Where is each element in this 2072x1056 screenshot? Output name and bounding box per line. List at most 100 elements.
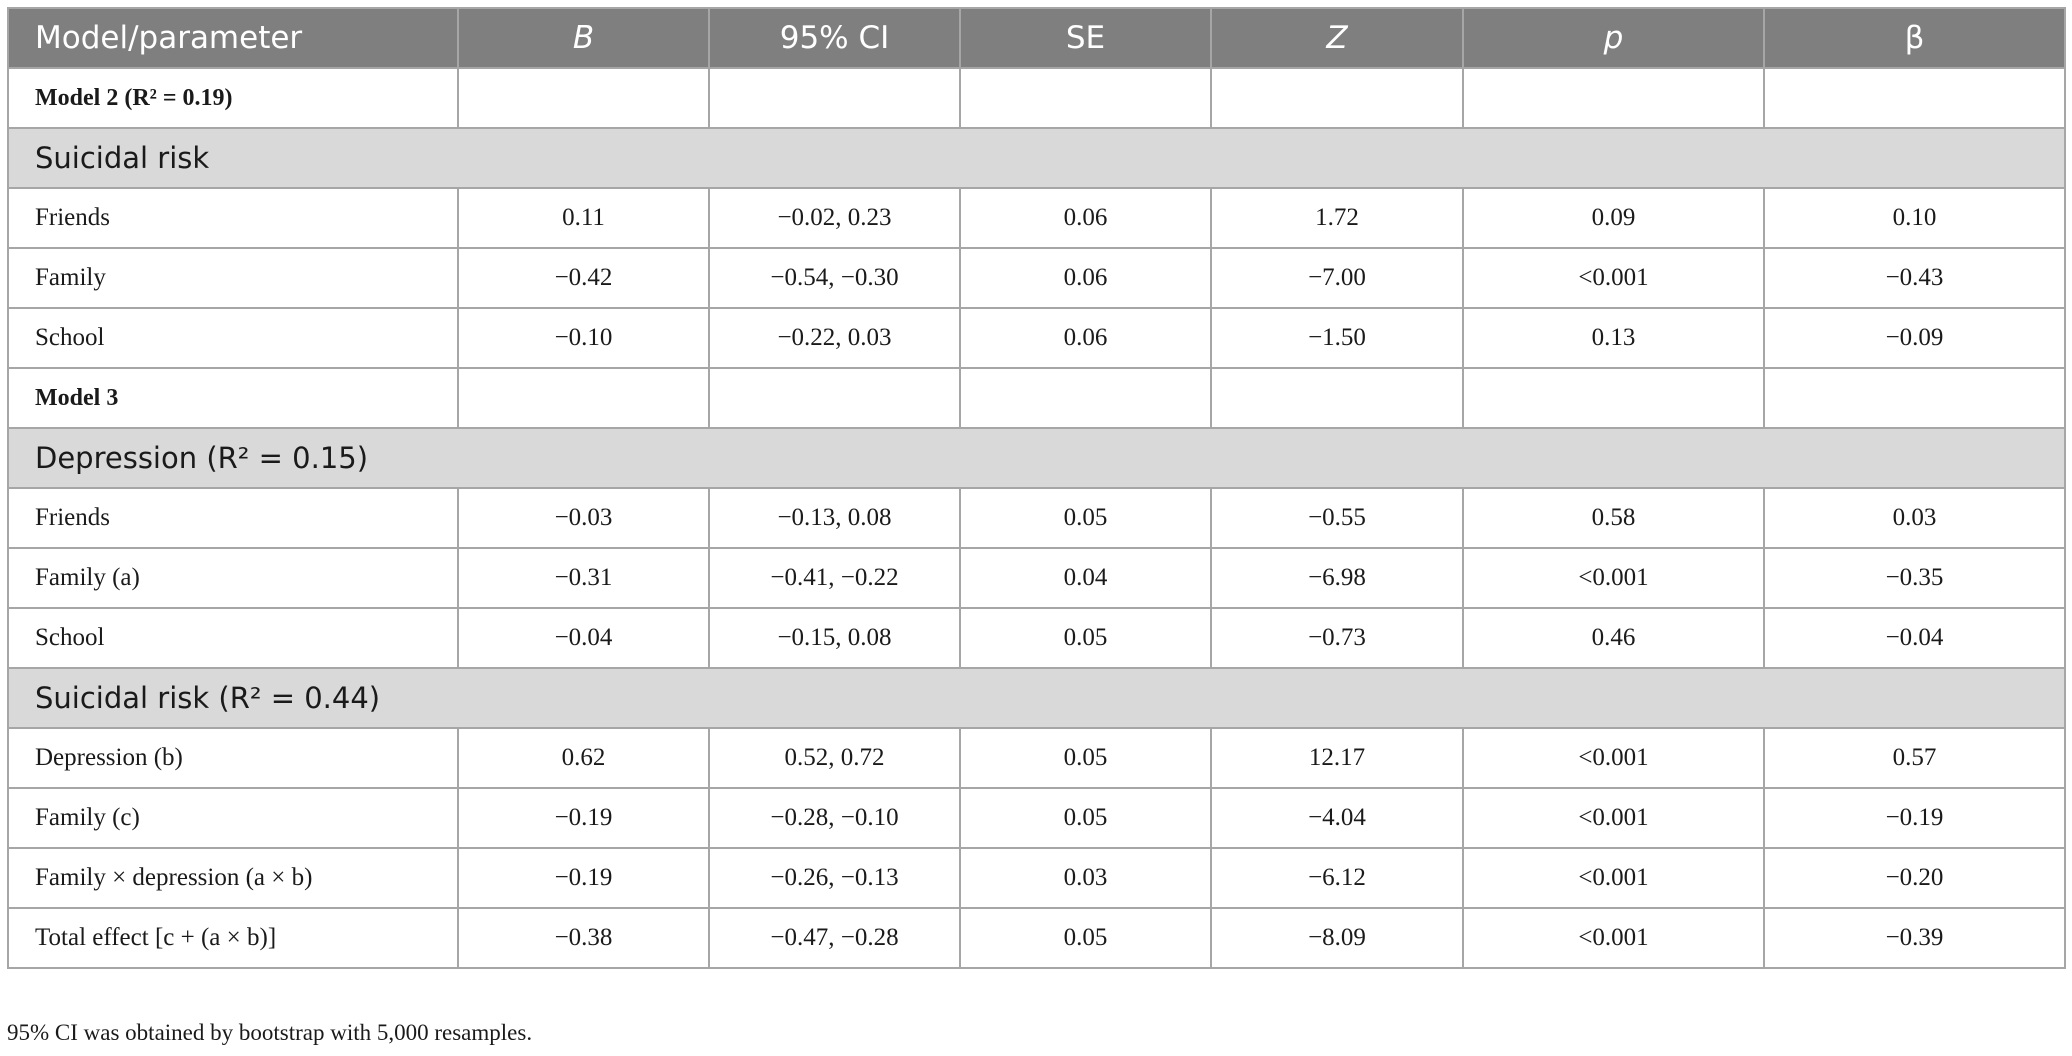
- value-cell: −0.15, 0.08: [708, 607, 961, 669]
- value-cell: 0.06: [959, 187, 1212, 249]
- row-label: Friends: [7, 187, 459, 249]
- value-cell: −0.31: [457, 547, 710, 609]
- header-cell: 95% CI: [708, 7, 961, 69]
- value-cell: 0.05: [959, 787, 1212, 849]
- value-cell: 0.52, 0.72: [708, 727, 961, 789]
- value-cell: −0.43: [1763, 247, 2066, 309]
- data-row: Family (a) −0.31 −0.41, −0.22 0.04 −6.98 <0.0…: [7, 547, 2066, 609]
- model-row: Model 3: [7, 367, 2066, 429]
- value-cell: −0.47, −0.28: [708, 907, 961, 969]
- section-label: Suicidal risk (R² = 0.44): [7, 667, 2066, 729]
- row-label: Family × depression (a × b): [7, 847, 459, 909]
- footnote: 95% CI was obtained by bootstrap with 5,…: [7, 1020, 533, 1045]
- value-cell: −0.20: [1763, 847, 2066, 909]
- section-row: Suicidal risk: [7, 127, 2066, 189]
- row-label: Depression (b): [7, 727, 459, 789]
- value-cell: −0.42: [457, 247, 710, 309]
- value-cell: −0.73: [1210, 607, 1464, 669]
- value-cell: −0.39: [1763, 907, 2066, 969]
- value-cell: −0.41, −0.22: [708, 547, 961, 609]
- row-label: Family: [7, 247, 459, 309]
- value-cell: −0.22, 0.03: [708, 307, 961, 369]
- empty-cell: [457, 67, 710, 129]
- value-cell: 0.06: [959, 247, 1212, 309]
- value-cell: <0.001: [1462, 247, 1765, 309]
- data-row: School −0.04 −0.15, 0.08 0.05 −0.73 0.46 −0.04: [7, 607, 2066, 669]
- header-cell: β: [1763, 7, 2066, 69]
- value-cell: −0.19: [457, 847, 710, 909]
- value-cell: −0.04: [457, 607, 710, 669]
- value-cell: 0.09: [1462, 187, 1765, 249]
- value-cell: −0.55: [1210, 487, 1464, 549]
- empty-cell: [457, 367, 710, 429]
- value-cell: −0.54, −0.30: [708, 247, 961, 309]
- value-cell: 12.17: [1210, 727, 1464, 789]
- data-row: Family −0.42 −0.54, −0.30 0.06 −7.00 <0.001 −0…: [7, 247, 2066, 309]
- value-cell: <0.001: [1462, 907, 1765, 969]
- value-cell: 0.57: [1763, 727, 2066, 789]
- value-cell: −0.35: [1763, 547, 2066, 609]
- value-cell: <0.001: [1462, 547, 1765, 609]
- empty-cell: [708, 367, 961, 429]
- data-row: Friends 0.11 −0.02, 0.23 0.06 1.72 0.09 0.10: [7, 187, 2066, 249]
- table-body: Model 2 (R² = 0.19) Suicidal risk Friends 0…: [7, 67, 2066, 969]
- data-row: Family × depression (a × b) −0.19 −0.26, −…: [7, 847, 2066, 909]
- value-cell: 0.62: [457, 727, 710, 789]
- row-label: School: [7, 307, 459, 369]
- header-cell: p: [1462, 7, 1765, 69]
- value-cell: −0.10: [457, 307, 710, 369]
- header-cell: B: [457, 7, 710, 69]
- value-cell: 0.03: [1763, 487, 2066, 549]
- row-label: School: [7, 607, 459, 669]
- value-cell: −0.13, 0.08: [708, 487, 961, 549]
- value-cell: −6.98: [1210, 547, 1464, 609]
- value-cell: 0.13: [1462, 307, 1765, 369]
- value-cell: 0.05: [959, 607, 1212, 669]
- value-cell: <0.001: [1462, 727, 1765, 789]
- section-row: Suicidal risk (R² = 0.44): [7, 667, 2066, 729]
- value-cell: 1.72: [1210, 187, 1464, 249]
- value-cell: −0.38: [457, 907, 710, 969]
- empty-cell: [1210, 367, 1464, 429]
- value-cell: <0.001: [1462, 847, 1765, 909]
- value-cell: −0.28, −0.10: [708, 787, 961, 849]
- value-cell: −0.26, −0.13: [708, 847, 961, 909]
- value-cell: 0.58: [1462, 487, 1765, 549]
- data-row: Total effect [c + (a × b)] −0.38 −0.47, −0…: [7, 907, 2066, 969]
- empty-cell: [1763, 67, 2066, 129]
- row-label: Family (a): [7, 547, 459, 609]
- value-cell: −1.50: [1210, 307, 1464, 369]
- empty-cell: [959, 367, 1212, 429]
- value-cell: −4.04: [1210, 787, 1464, 849]
- value-cell: 0.10: [1763, 187, 2066, 249]
- data-row: Depression (b) 0.62 0.52, 0.72 0.05 12.17 <0.…: [7, 727, 2066, 789]
- row-label: Total effect [c + (a × b)]: [7, 907, 459, 969]
- value-cell: −0.04: [1763, 607, 2066, 669]
- value-cell: 0.04: [959, 547, 1212, 609]
- data-row: Friends −0.03 −0.13, 0.08 0.05 −0.55 0.58 0.03: [7, 487, 2066, 549]
- row-label: Family (c): [7, 787, 459, 849]
- value-cell: 0.05: [959, 727, 1212, 789]
- empty-cell: [1462, 67, 1765, 129]
- empty-cell: [1763, 367, 2066, 429]
- value-cell: 0.46: [1462, 607, 1765, 669]
- data-row: Family (c) −0.19 −0.28, −0.10 0.05 −4.04 <0.0…: [7, 787, 2066, 849]
- value-cell: −0.03: [457, 487, 710, 549]
- data-row: School −0.10 −0.22, 0.03 0.06 −1.50 0.13 −0.09: [7, 307, 2066, 369]
- empty-cell: [708, 67, 961, 129]
- value-cell: 0.03: [959, 847, 1212, 909]
- empty-cell: [1210, 67, 1464, 129]
- value-cell: <0.001: [1462, 787, 1765, 849]
- value-cell: 0.06: [959, 307, 1212, 369]
- value-cell: 0.11: [457, 187, 710, 249]
- value-cell: −7.00: [1210, 247, 1464, 309]
- section-row: Depression (R² = 0.15): [7, 427, 2066, 489]
- empty-cell: [959, 67, 1212, 129]
- header-cell: Model/parameter: [7, 7, 459, 69]
- value-cell: −0.09: [1763, 307, 2066, 369]
- value-cell: −8.09: [1210, 907, 1464, 969]
- empty-cell: [1462, 367, 1765, 429]
